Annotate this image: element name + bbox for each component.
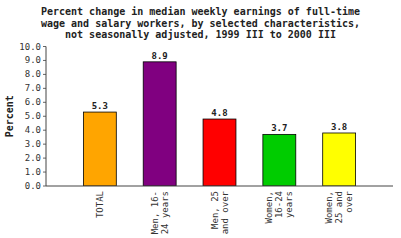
y-tick-label: 4.0	[25, 125, 41, 135]
x-tick-label: Men, 25and over	[210, 190, 230, 234]
y-tick-label: 0.0	[25, 181, 41, 191]
y-axis-line	[46, 47, 47, 187]
bar	[263, 134, 296, 186]
x-tick-label: Women,16-24years	[264, 191, 294, 224]
y-tick-label: 8.0	[25, 69, 41, 79]
chart: Percent change in median weekly earnings…	[0, 0, 401, 238]
title: Percent change in median weekly earnings…	[41, 6, 360, 40]
y-tick-label: 3.0	[25, 139, 41, 149]
x-tick-label: TOTAL	[95, 191, 105, 218]
y-axis-label: Percent	[4, 95, 15, 137]
y-tick-label: 10.0	[19, 42, 41, 52]
y-tick-label: 7.0	[25, 83, 41, 93]
bar	[203, 119, 236, 186]
data-label: 5.3	[92, 101, 108, 111]
y-tick-label: 2.0	[25, 153, 41, 163]
data-labels: 5.3 8.9 4.8 3.7 3.8	[92, 51, 348, 134]
y-tick-label: 1.0	[25, 167, 41, 177]
data-label: 3.7	[271, 123, 287, 133]
x-tick-label: Women,25 andover	[324, 190, 354, 223]
y-tick-label: 6.0	[25, 97, 41, 107]
bar	[323, 133, 356, 186]
x-axis-line	[46, 186, 393, 187]
data-label: 4.8	[211, 108, 227, 118]
data-label: 3.8	[331, 122, 347, 132]
y-tick-label: 5.0	[25, 111, 41, 121]
data-label: 8.9	[152, 51, 168, 61]
bar	[143, 62, 176, 186]
bars	[83, 62, 355, 186]
x-tick-label: Men, 16-24 years	[150, 191, 170, 234]
y-tick-label: 9.0	[25, 55, 41, 65]
bar	[83, 112, 116, 186]
